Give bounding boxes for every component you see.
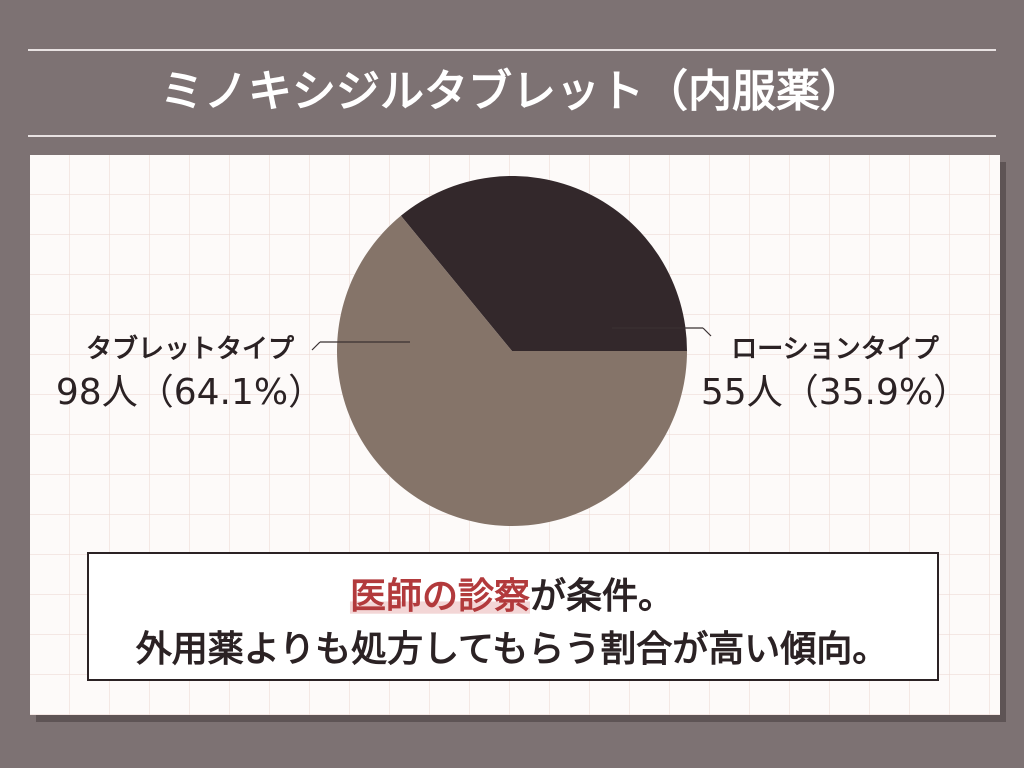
chart-title: ミノキシジルタブレット（内服薬） — [160, 66, 864, 117]
leader-line — [311, 341, 321, 351]
leader-line — [702, 327, 712, 337]
pie — [337, 176, 687, 527]
pie-slice — [337, 215, 687, 527]
category-label: タブレットタイプ — [86, 334, 295, 365]
note-text: が条件。 — [530, 576, 674, 617]
labels: タブレットタイプ 98人（64.1%） ローションタイプ 55人（35.9%） — [56, 327, 969, 413]
pie-slice — [400, 176, 687, 351]
note: 医師の診察が条件。外用薬よりも処方してもらう割合が高い傾向。 — [136, 576, 888, 670]
category-label: ローションタイプ — [731, 335, 939, 365]
highlight — [349, 601, 530, 614]
note-box — [87, 552, 939, 681]
note-line: 外用薬よりも処方してもらう割合が高い傾向。 — [136, 629, 888, 670]
note-line: 医師の診察が条件。 — [350, 576, 674, 617]
value-label: 55人（35.9%） — [701, 372, 969, 413]
note-highlight: 医師の診察 — [350, 576, 530, 617]
value-label: 98人（64.1%） — [56, 372, 324, 413]
